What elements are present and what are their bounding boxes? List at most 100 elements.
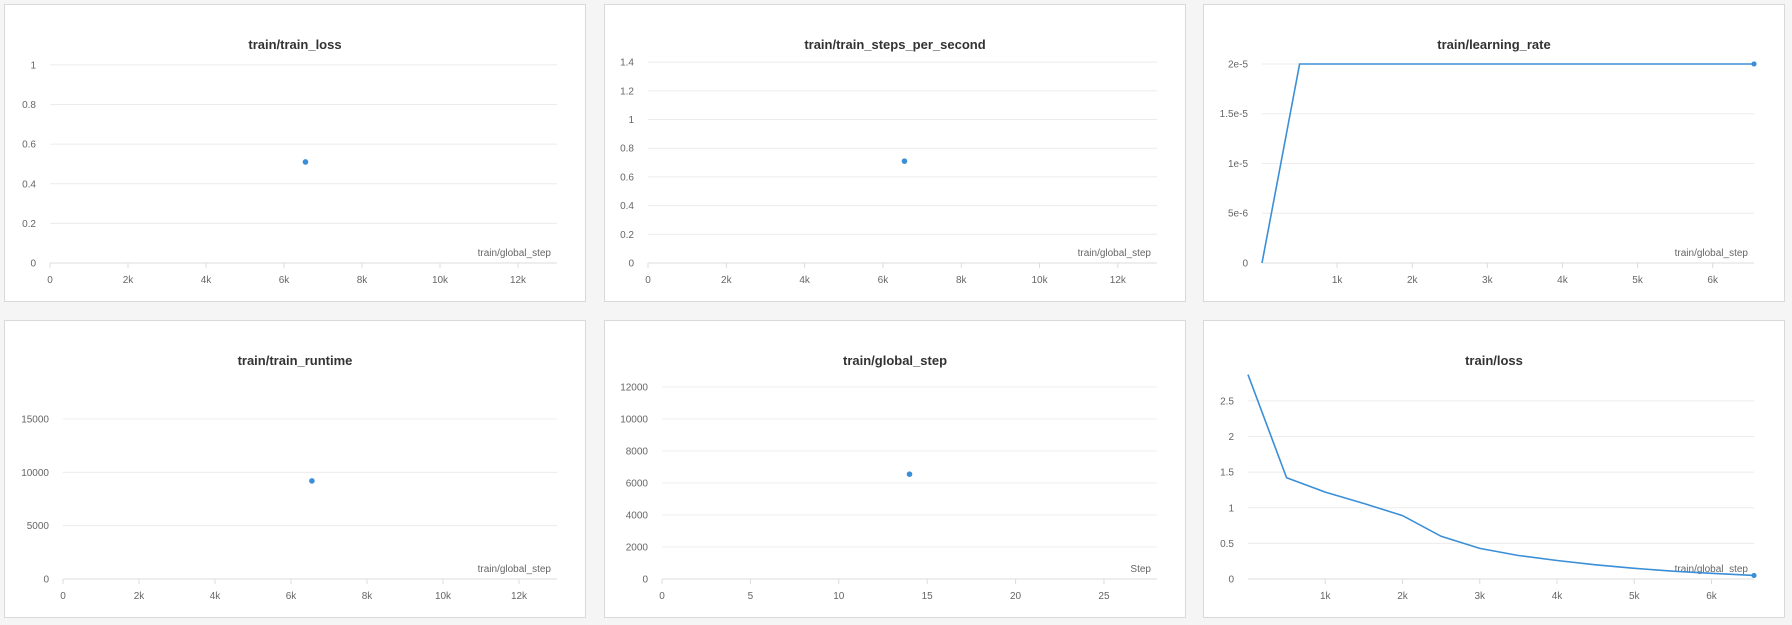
y-tick-label: 0 [43, 575, 49, 586]
data-point [906, 471, 913, 477]
y-tick-label: 5000 [27, 521, 50, 532]
series-line [1247, 374, 1755, 577]
y-tick-label: 1.2 [620, 86, 634, 97]
x-tick-label: 12k [511, 591, 528, 602]
chart-panel-train-loss: 0 0.2 0.4 0.6 0.8 1 0 2k 4k 6k 8k 10k 12k train/globa… [4, 4, 586, 302]
chart-svg: 0 2000 4000 6000 8000 10000 12000 0 5 10 15 20 25 Ste… [620, 383, 1157, 602]
chart-panel-train-steps-per-second: 0 0.2 0.4 0.6 0.8 1 1.2 1.4 0 2k 4k 6k 8k 10k 12k train… [604, 4, 1186, 302]
x-tick-label: 5k [1632, 275, 1644, 286]
x-tick-label: 3k [1474, 591, 1486, 602]
y-tick-label: 2 [1228, 432, 1234, 443]
chart-panel-loss: 0 0.5 1 1.5 2 2.5 1k 2k 3k 4k 5k 6k train/global_ste… [1203, 320, 1785, 618]
y-tick-label: 0 [1228, 575, 1234, 586]
y-tick-label: 1.5 [1220, 468, 1234, 479]
x-tick-label: 2k [123, 275, 135, 286]
chart-title: train/train_loss [248, 37, 342, 52]
x-tick-label: 4k [799, 275, 811, 286]
chart-svg: 0 5e-6 1e-5 1.5e-5 2e-5 1k 2k 3k 4k 5k 6k train/glo… [1220, 59, 1757, 286]
y-tick-label: 1.5e-5 [1220, 109, 1249, 120]
x-tick-label: 10 [833, 591, 845, 602]
x-axis-label: train/global_step [1675, 248, 1749, 259]
y-tick-label: 12000 [620, 383, 648, 394]
x-tick-label: 15 [922, 591, 934, 602]
x-tick-label: 20 [1010, 591, 1022, 602]
x-tick-label: 6k [286, 591, 298, 602]
x-tick-label: 4k [1557, 275, 1569, 286]
x-tick-label: 3k [1482, 275, 1494, 286]
x-tick-label: 6k [1707, 275, 1719, 286]
series-line [1261, 63, 1754, 264]
y-tick-label: 0.4 [22, 179, 36, 190]
y-tick-label: 0 [642, 575, 648, 586]
chart-title: train/train_steps_per_second [804, 37, 986, 52]
y-tick-label: 2e-5 [1228, 59, 1248, 70]
chart-svg: 0 0.2 0.4 0.6 0.8 1 0 2k 4k 6k 8k 10k 12k train/globa… [22, 60, 557, 286]
x-axis-label: train/global_step [478, 564, 552, 575]
data-point [302, 159, 309, 165]
chart-title: train/loss [1465, 353, 1523, 368]
chart-panel-global-step: 0 2000 4000 6000 8000 10000 12000 0 5 10 15 20 25 Ste… [604, 320, 1186, 618]
y-tick-label: 0.2 [620, 230, 634, 241]
x-tick-label: 2k [721, 275, 733, 286]
x-tick-label: 0 [60, 591, 66, 602]
x-tick-label: 4k [201, 275, 213, 286]
chart-svg: 0 0.2 0.4 0.6 0.8 1 1.2 1.4 0 2k 4k 6k 8k 10k 12k train… [620, 58, 1157, 286]
chart-svg: 0 0.5 1 1.5 2 2.5 1k 2k 3k 4k 5k 6k train/global_ste… [1220, 374, 1757, 602]
data-point [1751, 61, 1757, 67]
y-tick-label: 0.6 [22, 140, 36, 151]
x-tick-label: 6k [279, 275, 291, 286]
y-tick-label: 0.8 [22, 100, 36, 111]
y-tick-label: 0.8 [620, 144, 634, 155]
y-tick-label: 0.4 [620, 201, 634, 212]
y-tick-label: 1 [628, 115, 634, 126]
x-tick-label: 4k [1552, 591, 1564, 602]
x-tick-label: 2k [134, 591, 146, 602]
y-tick-label: 6000 [626, 479, 649, 490]
y-tick-label: 8000 [626, 447, 649, 458]
y-tick-label: 15000 [21, 415, 49, 426]
x-tick-label: 0 [645, 275, 651, 286]
chart-title: train/train_runtime [237, 353, 353, 368]
y-tick-label: 0 [628, 259, 634, 270]
chart-panel-train-runtime: 0 5000 10000 15000 0 2k 4k 6k 8k 10k 12k train/glob… [4, 320, 586, 618]
x-tick-label: 2k [1407, 275, 1419, 286]
x-tick-label: 4k [210, 591, 222, 602]
x-axis-label: train/global_step [1078, 248, 1152, 259]
y-tick-label: 10000 [21, 468, 49, 479]
x-tick-label: 12k [1110, 275, 1127, 286]
x-tick-label: 2k [1397, 591, 1409, 602]
chart-svg: 0 5000 10000 15000 0 2k 4k 6k 8k 10k 12k train/glob… [21, 415, 557, 602]
x-axis-label: train/global_step [478, 248, 552, 259]
x-tick-label: 8k [956, 275, 968, 286]
y-tick-label: 4000 [626, 511, 649, 522]
x-tick-label: 6k [1706, 591, 1718, 602]
x-tick-label: 10k [435, 591, 452, 602]
y-tick-label: 1.4 [620, 58, 634, 69]
chart-title: train/learning_rate [1437, 37, 1551, 52]
data-point [309, 478, 315, 484]
x-tick-label: 5 [748, 591, 754, 602]
y-tick-label: 0 [1242, 259, 1248, 270]
y-tick-label: 1e-5 [1228, 159, 1248, 170]
x-tick-label: 10k [432, 275, 449, 286]
x-tick-label: 25 [1098, 591, 1110, 602]
x-tick-label: 6k [878, 275, 890, 286]
x-tick-label: 10k [1031, 275, 1048, 286]
y-tick-label: 1 [30, 60, 36, 71]
data-point [901, 158, 908, 164]
y-tick-label: 5e-6 [1228, 209, 1248, 220]
x-tick-label: 0 [47, 275, 53, 286]
x-axis-label: Step [1130, 564, 1151, 575]
x-tick-label: 1k [1332, 275, 1344, 286]
chart-panel-learning-rate: 0 5e-6 1e-5 1.5e-5 2e-5 1k 2k 3k 4k 5k 6k train/glo… [1203, 4, 1785, 302]
y-tick-label: 0.5 [1220, 539, 1234, 550]
y-tick-label: 10000 [620, 415, 648, 426]
data-point [1751, 572, 1757, 579]
chart-title: train/global_step [842, 353, 948, 368]
y-tick-label: 2.5 [1220, 396, 1234, 407]
x-tick-label: 0 [659, 591, 665, 602]
y-tick-label: 0 [30, 259, 36, 270]
x-tick-label: 5k [1629, 591, 1641, 602]
y-tick-label: 2000 [626, 543, 649, 554]
y-tick-label: 1 [1228, 503, 1234, 514]
